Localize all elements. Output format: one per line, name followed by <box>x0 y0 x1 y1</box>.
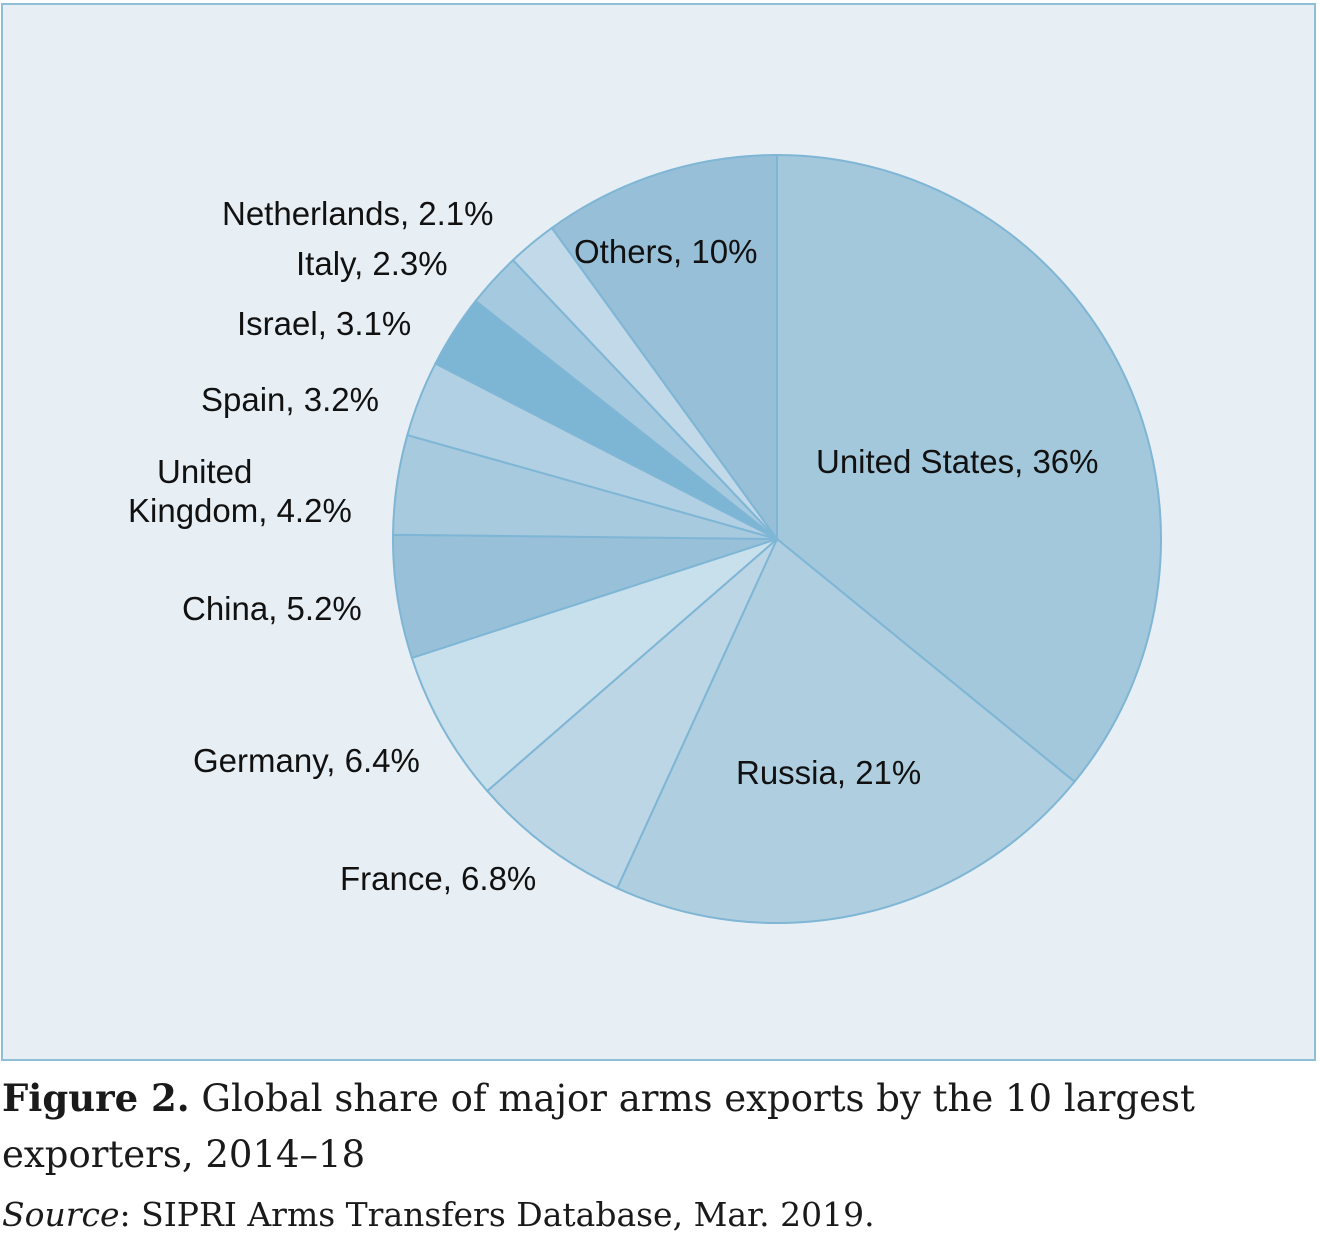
pie-slice-france <box>485 538 778 890</box>
pie-labels: United States, 36% Russia, 21% France, 6.8… <box>128 195 1099 897</box>
source-text: : SIPRI Arms Transfers Database, Mar. 20… <box>119 1195 875 1234</box>
caption-text: Global share of major arms exports by th… <box>2 1077 1195 1176</box>
figure-label: Figure 2. <box>2 1076 190 1120</box>
pie-slice-russia <box>615 537 1076 925</box>
slice-label-russia: Russia, 21% <box>736 754 921 791</box>
slice-label-united-kingdom: United Kingdom, 4.2% <box>128 453 352 529</box>
slice-label-israel: Israel, 3.1% <box>237 305 411 342</box>
slice-label-united-states: United States, 36% <box>816 443 1099 480</box>
pie-chart: United States, 36% Russia, 21% France, 6.8… <box>128 153 1162 925</box>
figure-caption: Figure 2. Global share of major arms exp… <box>2 1070 1312 1183</box>
pie-slice-others <box>550 153 778 543</box>
pie-slice-united-states <box>776 153 1162 784</box>
slice-label-italy: Italy, 2.3% <box>296 245 448 282</box>
slice-label-germany: Germany, 6.4% <box>193 742 420 779</box>
slice-label-others: Others, 10% <box>574 233 757 270</box>
slice-label-china: China, 5.2% <box>182 590 362 627</box>
slice-label-france: France, 6.8% <box>340 860 536 897</box>
source-label: Source <box>2 1195 120 1234</box>
pie-slices <box>392 153 1162 925</box>
pie-slice-germany <box>410 538 778 793</box>
slice-label-spain: Spain, 3.2% <box>201 381 379 418</box>
source-note: Source: SIPRI Arms Transfers Database, M… <box>2 1192 1312 1238</box>
slice-label-netherlands: Netherlands, 2.1% <box>222 195 494 232</box>
